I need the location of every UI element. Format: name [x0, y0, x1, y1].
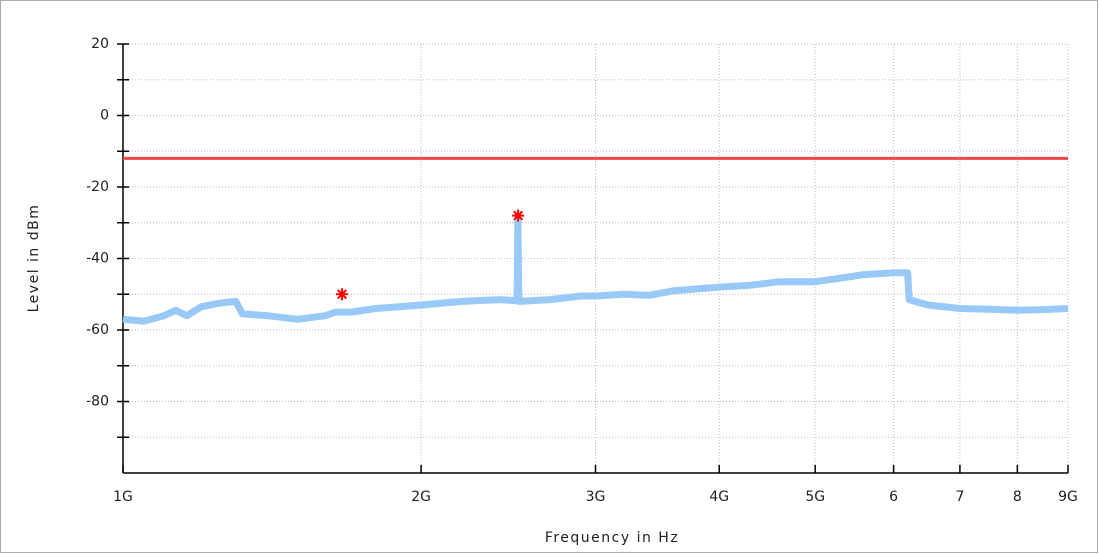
x-tick-label: 5G — [805, 489, 825, 505]
x-tick-label: 6 — [889, 489, 898, 505]
x-tick-label: 3G — [586, 489, 606, 505]
marker-stroke — [513, 210, 524, 221]
marker-stroke — [337, 289, 347, 300]
y-tick-label: -20 — [86, 179, 109, 195]
trace-core — [122, 215, 1069, 323]
y-tick-label: 0 — [100, 108, 109, 124]
y-axis-label: Level in dBm — [26, 204, 42, 313]
x-tick-label: 4G — [709, 489, 729, 505]
x-tick-label: 1G — [113, 489, 133, 505]
x-axis-label: Frequency in Hz — [545, 530, 679, 546]
peak-marker — [512, 209, 525, 222]
y-tick-label: -40 — [86, 251, 109, 267]
y-tick-label: -80 — [86, 394, 109, 410]
x-tick-label: 9G — [1058, 489, 1078, 505]
y-tick-label: 20 — [91, 36, 109, 52]
x-tick-label: 8 — [1013, 489, 1022, 505]
x-tick-label: 2G — [411, 489, 431, 505]
y-tick-label: -60 — [86, 322, 109, 338]
peak-marker — [336, 288, 349, 301]
x-tick-label: 7 — [955, 489, 964, 505]
